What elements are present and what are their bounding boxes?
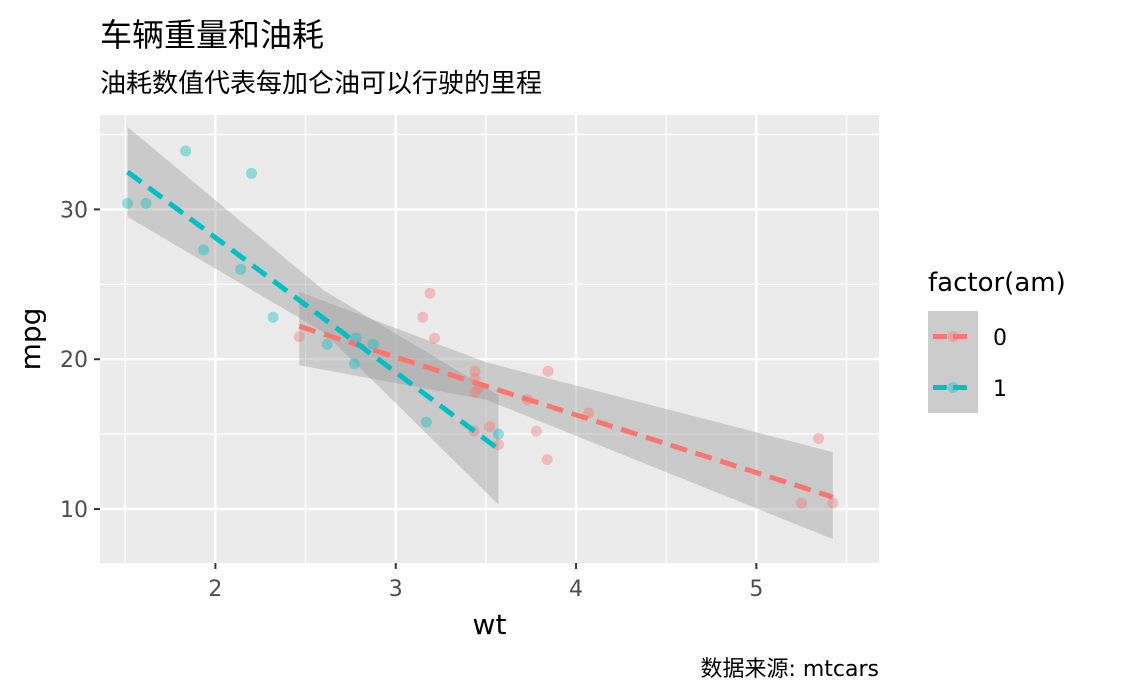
data-point-1 [180,145,192,157]
chart-subtitle: 油耗数值代表每加仑油可以行驶的里程 [100,69,542,99]
y-axis: 10 20 30 [60,198,100,523]
grid-minor [100,115,879,563]
y-tick-label: 20 [60,348,88,373]
data-point-1 [420,416,432,428]
fit-lines [126,169,834,500]
data-point-0 [429,332,441,344]
legend-title: factor(am) [928,268,1066,298]
plot-panel [100,115,879,563]
y-tick-label: 10 [60,498,88,523]
data-point-0 [530,425,542,437]
y-tick-label: 30 [60,198,88,223]
legend-label-0: 0 [993,326,1007,351]
data-point-1 [245,167,257,179]
x-axis: 2 3 4 5 [208,563,763,602]
data-point-0 [424,287,436,299]
legend-keys: 01 [928,311,1007,413]
chart-title: 车辆重量和油耗 [100,16,324,54]
x-axis-label: wt [473,608,507,641]
confidence-band-1 [127,126,499,505]
data-point-1 [140,197,152,209]
grid-major [100,115,879,563]
legend-label-1: 1 [993,377,1007,402]
data-point-0 [542,365,554,377]
y-axis-label: mpg [14,308,47,371]
data-point-0 [827,497,839,509]
data-point-0 [493,439,505,451]
data-point-0 [293,331,305,343]
data-point-1 [122,197,134,209]
data-point-1 [348,358,360,370]
x-tick-label: 4 [569,577,583,602]
x-tick-label: 2 [208,577,222,602]
data-point-1 [321,338,333,350]
data-point-0 [469,365,481,377]
chart-caption: 数据来源: mtcars [700,657,879,682]
confidence-band-0 [299,291,833,540]
data-point-1 [235,263,247,275]
fit-line-0 [298,323,834,500]
data-point-1 [198,244,210,256]
data-point-1 [367,338,379,350]
x-tick-label: 3 [389,577,403,602]
data-point-1 [267,311,279,323]
x-tick-label: 5 [749,577,763,602]
confidence-bands [127,126,833,540]
data-point-0 [469,386,481,398]
data-point-0 [541,454,553,466]
data-point-0 [417,311,429,323]
data-point-1 [493,428,505,440]
data-point-0 [813,433,825,445]
legend: factor(am) 01 [928,268,1066,413]
data-point-0 [484,421,495,433]
data-point-0 [795,497,807,509]
